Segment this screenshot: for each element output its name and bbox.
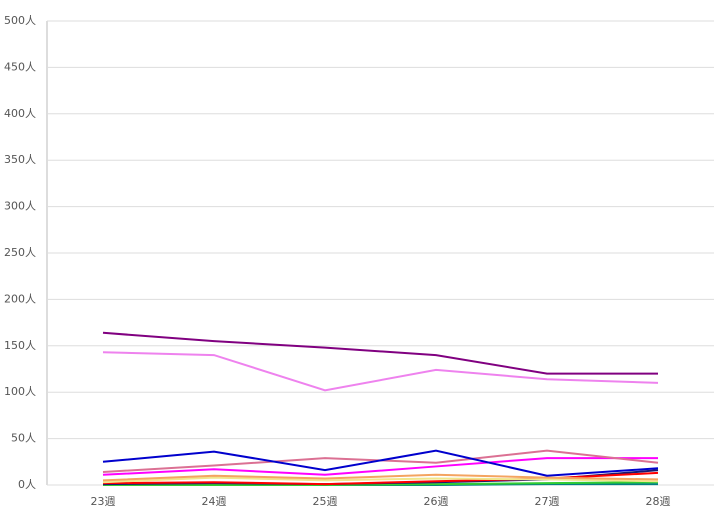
y-tick-label: 0人: [18, 478, 36, 491]
y-tick-label: 50人: [11, 432, 36, 445]
y-tick-label: 400人: [4, 107, 36, 120]
x-tick-label: 26週: [424, 495, 449, 508]
y-tick-label: 150人: [4, 339, 36, 352]
x-tick-label: 24週: [202, 495, 227, 508]
y-tick-label: 450人: [4, 60, 36, 73]
y-tick-label: 250人: [4, 246, 36, 259]
series-line: [102, 457, 658, 476]
series-line: [102, 331, 658, 375]
y-tick-label: 300人: [4, 200, 36, 213]
x-tick-label: 25週: [313, 495, 338, 508]
y-tick-label: 350人: [4, 153, 36, 166]
x-tick-label: 28週: [646, 495, 671, 508]
series-line: [102, 351, 659, 392]
series-line: [102, 449, 659, 477]
y-tick-label: 100人: [4, 385, 36, 398]
y-tick-label: 200人: [4, 292, 36, 305]
y-tick-label: 500人: [4, 14, 36, 27]
x-tick-label: 27週: [535, 495, 560, 508]
series-line: [103, 481, 659, 486]
series-line: [102, 473, 659, 482]
x-tick-label: 23週: [91, 495, 116, 508]
series-line: [102, 476, 659, 484]
